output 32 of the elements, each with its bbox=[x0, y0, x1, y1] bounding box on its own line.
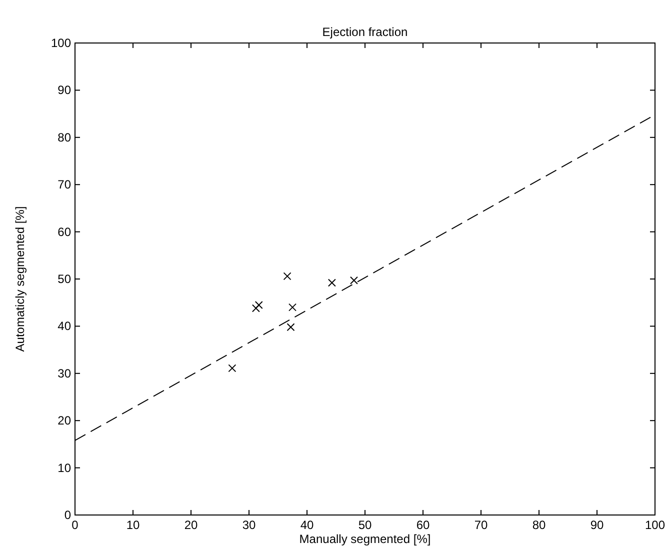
x-tick-label: 10 bbox=[126, 518, 140, 532]
y-tick-label: 40 bbox=[58, 319, 72, 334]
y-tick-label: 10 bbox=[58, 460, 72, 475]
point bbox=[228, 364, 236, 372]
point bbox=[286, 323, 295, 332]
point bbox=[350, 276, 358, 284]
y-tick-label: 20 bbox=[58, 414, 72, 428]
y-axis-title: Automaticly segmented [%] bbox=[13, 206, 27, 352]
y-tick-label: 80 bbox=[58, 130, 72, 144]
point bbox=[252, 304, 260, 312]
point bbox=[254, 300, 263, 309]
y-tick-label: 70 bbox=[58, 178, 72, 192]
x-axis-title: Manually segmented [%] bbox=[299, 532, 431, 546]
x-tick-label: 60 bbox=[416, 518, 430, 532]
x-tick-label: 70 bbox=[474, 518, 488, 532]
y-tick-label: 100 bbox=[50, 36, 72, 50]
point bbox=[288, 303, 296, 312]
x-tick-label: 80 bbox=[532, 518, 546, 532]
chart-title: Ejection fraction bbox=[322, 25, 408, 39]
point bbox=[283, 272, 292, 280]
y-tick-label: 30 bbox=[58, 366, 72, 380]
y-tick-label: 50 bbox=[58, 272, 72, 286]
x-tick-label: 50 bbox=[358, 518, 372, 532]
y-tick-label: 60 bbox=[58, 224, 72, 239]
x-tick-label: 90 bbox=[590, 518, 604, 532]
x-tick-label: 20 bbox=[184, 518, 198, 532]
x-tick-label: 100 bbox=[644, 518, 666, 532]
point bbox=[328, 278, 336, 287]
x-tick-label: 40 bbox=[300, 518, 314, 532]
x-tick-label: 30 bbox=[242, 518, 256, 532]
y-tick-label: 0 bbox=[64, 508, 72, 522]
y-tick-label: 90 bbox=[58, 83, 72, 98]
